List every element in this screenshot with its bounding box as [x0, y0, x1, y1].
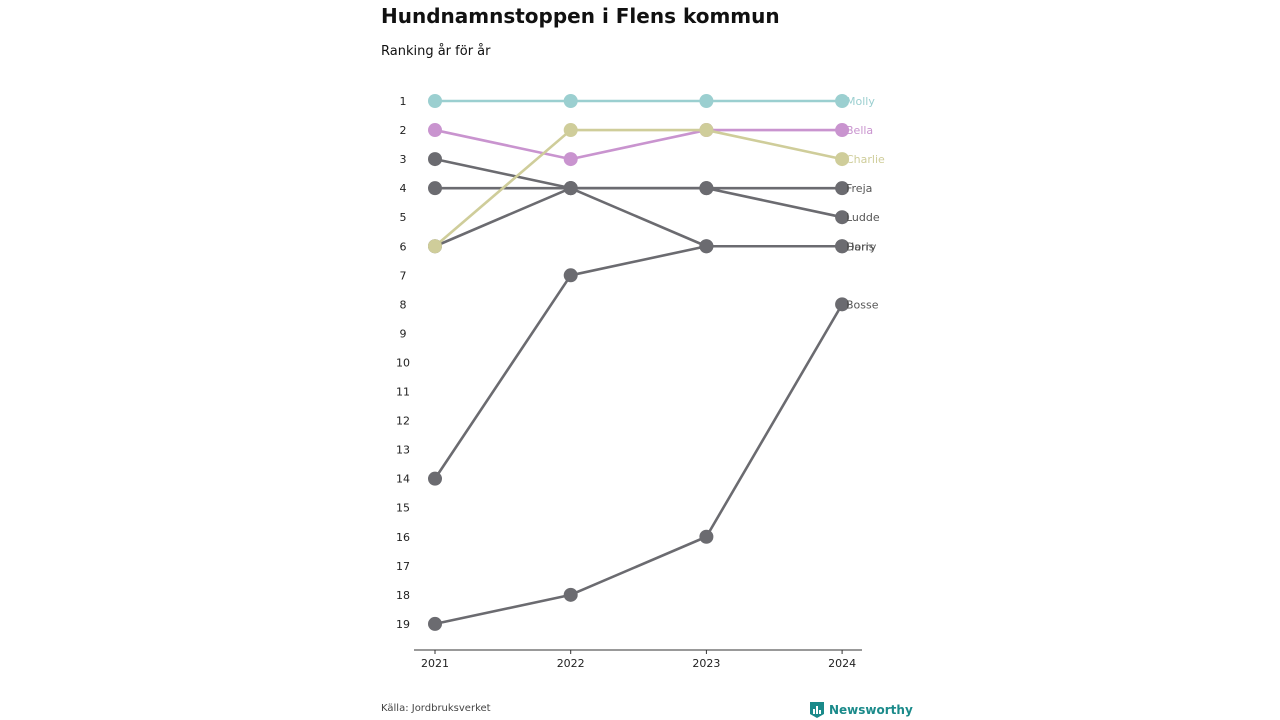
point-molly — [835, 94, 850, 108]
series-label-harry: Harry — [846, 240, 877, 253]
point-charlie — [835, 152, 850, 167]
y-tick-label: 1 — [400, 95, 407, 108]
chart-subtitle: Ranking år för år — [381, 44, 491, 59]
y-tick-label: 11 — [396, 386, 410, 399]
newsworthy-icon — [810, 702, 824, 718]
point-bosse — [428, 616, 442, 631]
point-harry — [563, 268, 578, 283]
series-line-bella — [433, 128, 844, 161]
series-line-ludde — [433, 186, 844, 248]
y-tick-label: 18 — [396, 589, 410, 602]
point-harry — [428, 471, 442, 486]
x-tick-label: 2024 — [828, 657, 856, 670]
point-bella — [563, 152, 578, 167]
y-tick-label: 3 — [400, 153, 407, 166]
point-ludde — [835, 210, 850, 225]
series-line-charlie — [433, 128, 844, 248]
point-doris — [428, 152, 442, 167]
point-charlie — [428, 239, 442, 254]
series-line-harry — [433, 244, 844, 480]
y-tick-label: 8 — [400, 298, 407, 311]
y-tick-label: 9 — [400, 327, 407, 340]
point-charlie — [563, 123, 578, 138]
y-tick-label: 7 — [400, 269, 407, 282]
point-bella — [428, 123, 442, 138]
chart-title: Hundnamnstoppen i Flens kommun — [381, 4, 780, 28]
point-ludde — [699, 181, 714, 196]
y-tick-label: 15 — [396, 502, 410, 515]
point-molly — [428, 94, 442, 108]
y-tick-label: 6 — [400, 240, 407, 253]
y-tick-label: 14 — [396, 473, 410, 486]
point-doris — [563, 181, 578, 196]
y-tick-label: 4 — [400, 182, 407, 195]
x-tick-label: 2022 — [557, 657, 585, 670]
brand-logo: Newsworthy — [809, 701, 913, 719]
point-freja — [835, 181, 850, 196]
series-label-freja: Freja — [846, 182, 872, 195]
series-line-doris — [433, 157, 844, 248]
y-tick-label: 16 — [396, 531, 410, 544]
y-tick-label: 17 — [396, 560, 410, 573]
point-bosse — [563, 587, 578, 602]
series-label-ludde: Ludde — [846, 211, 880, 224]
point-molly — [699, 94, 714, 108]
y-tick-label: 10 — [396, 356, 410, 369]
series-label-doris: Doris — [846, 240, 875, 253]
y-tick-label: 2 — [400, 124, 407, 137]
point-bella — [835, 123, 850, 138]
series-label-charlie: Charlie — [846, 153, 885, 166]
y-tick-label: 5 — [400, 211, 407, 224]
point-charlie — [699, 123, 714, 138]
series-label-bosse: Bosse — [846, 298, 879, 311]
series-line-bosse — [433, 303, 844, 626]
brand-name: Newsworthy — [829, 703, 913, 717]
y-tick-label: 13 — [396, 444, 410, 457]
source-note: Källa: Jordbruksverket — [381, 703, 491, 714]
point-bosse — [699, 529, 714, 544]
y-tick-label: 19 — [396, 618, 410, 631]
y-tick-label: 12 — [396, 415, 410, 428]
x-tick-label: 2023 — [692, 657, 720, 670]
point-harry — [699, 239, 714, 254]
x-tick-label: 2021 — [421, 657, 449, 670]
series-label-molly: Molly — [846, 95, 875, 108]
point-molly — [563, 94, 578, 108]
series-label-bella: Bella — [846, 124, 873, 137]
point-freja — [428, 181, 442, 196]
point-bosse — [835, 297, 850, 312]
point-harry — [835, 239, 850, 254]
